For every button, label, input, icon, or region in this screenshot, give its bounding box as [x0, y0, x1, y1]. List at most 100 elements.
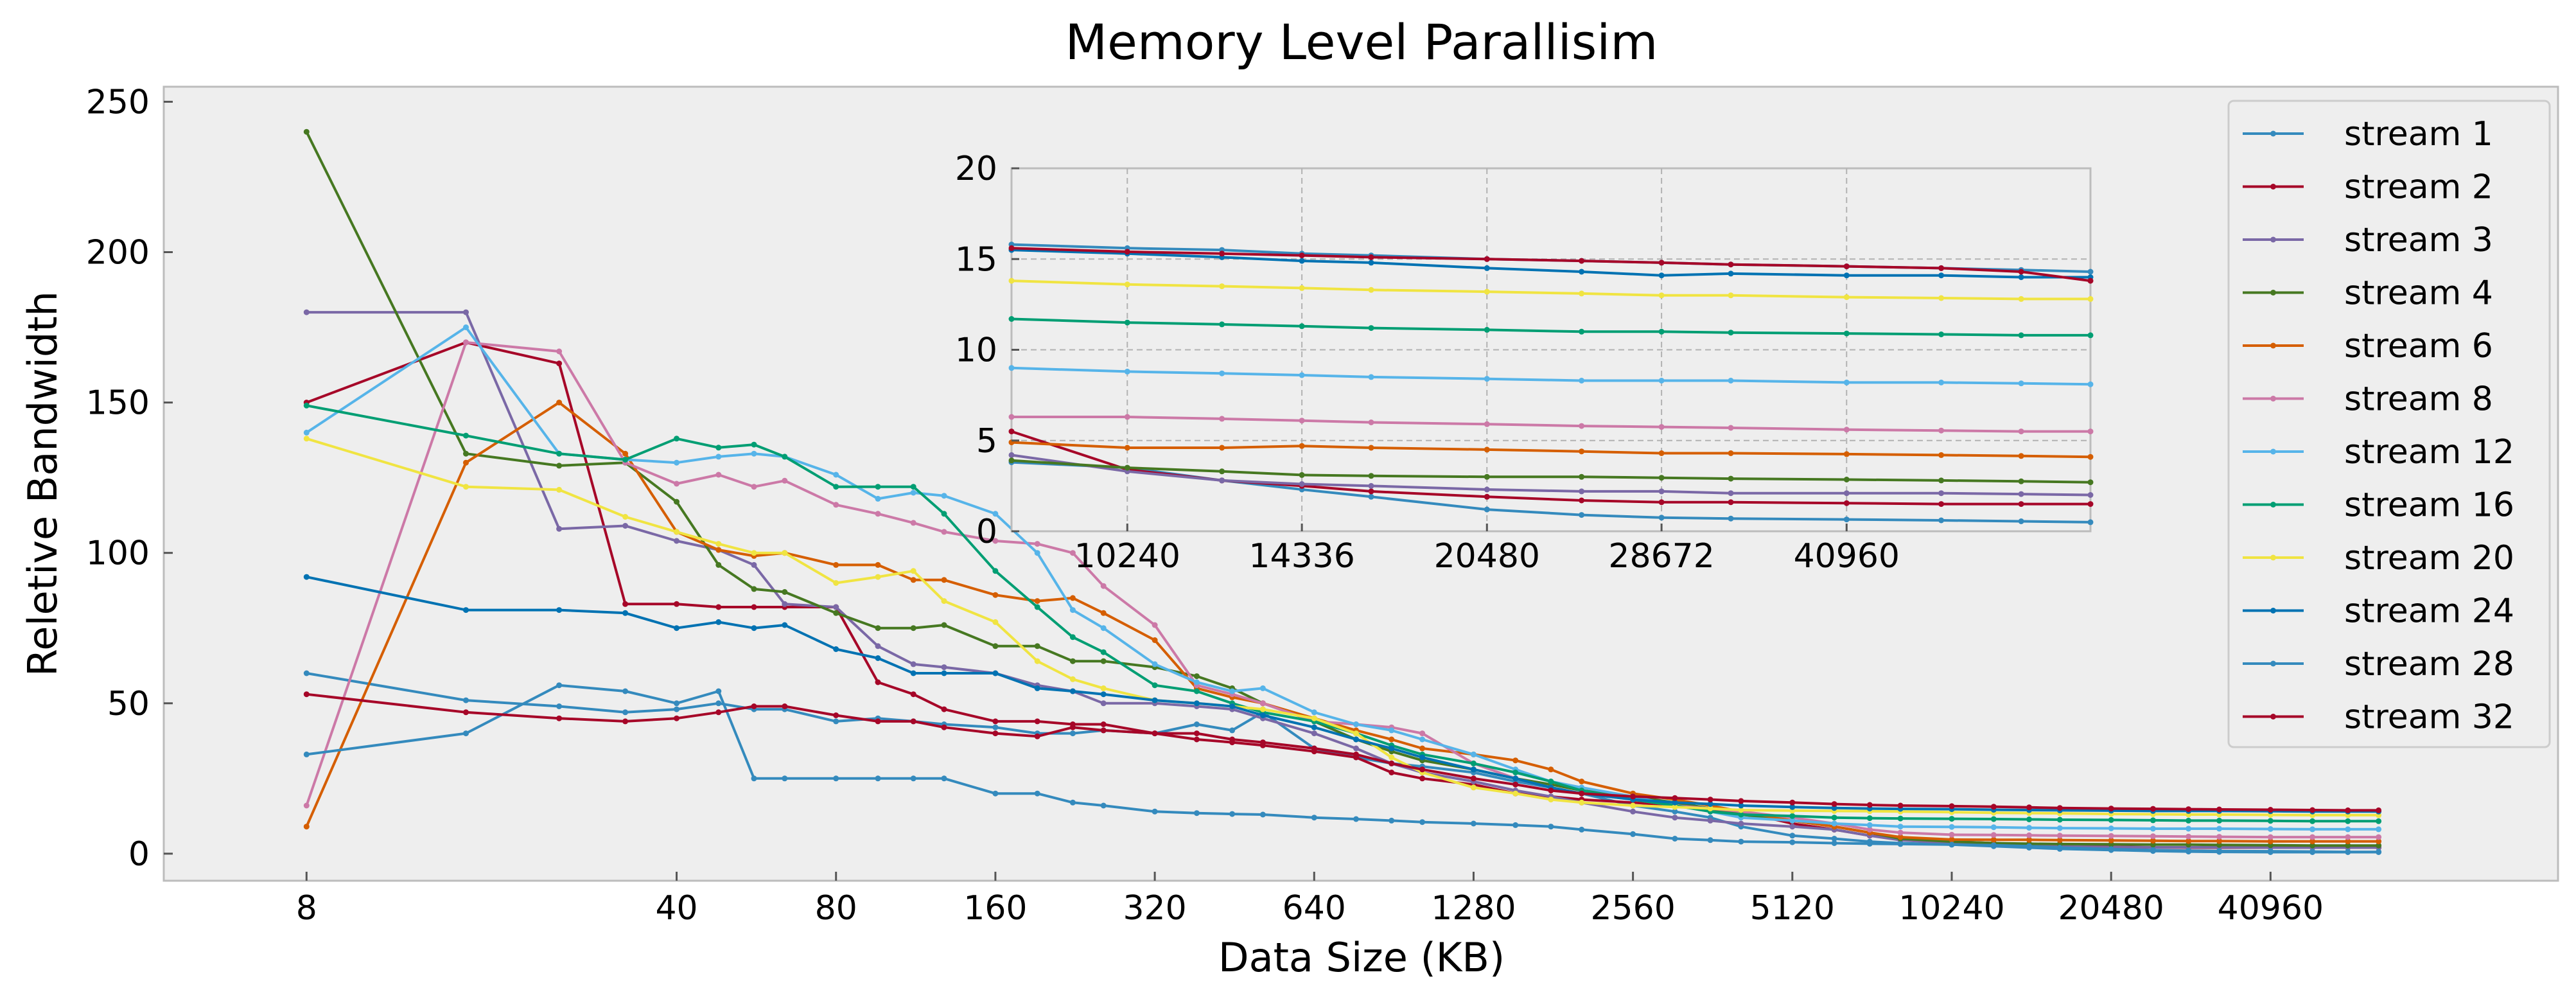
data-point-stream-2: [1419, 775, 1426, 782]
inset-data-point-stream-24: [1728, 270, 1734, 277]
data-point-stream-16: [1470, 760, 1476, 766]
data-point-stream-1: [556, 703, 563, 709]
data-point-stream-16: [833, 484, 839, 490]
data-point-stream-8: [1990, 832, 1997, 838]
data-point-stream-6: [1100, 610, 1107, 616]
data-point-stream-4: [1100, 658, 1107, 664]
data-point-stream-16: [2216, 817, 2222, 824]
data-point-stream-6: [1419, 745, 1426, 752]
inset-data-point-stream-8: [1484, 421, 1490, 427]
inset-data-point-stream-6: [1368, 445, 1374, 451]
data-point-stream-20: [556, 486, 563, 493]
data-point-stream-1: [1672, 808, 1678, 815]
data-point-stream-3: [674, 538, 679, 544]
data-point-stream-16: [1193, 688, 1200, 694]
data-point-stream-32: [751, 703, 757, 709]
inset-data-point-stream-20: [1008, 278, 1015, 284]
inset-data-point-stream-6: [1484, 446, 1490, 453]
data-point-stream-6: [941, 577, 947, 583]
data-point-stream-8: [751, 484, 757, 490]
data-point-stream-28: [1470, 820, 1476, 827]
data-point-stream-16: [1738, 811, 1744, 818]
inset-data-point-stream-24: [1484, 265, 1490, 271]
data-point-stream-3: [782, 601, 788, 607]
inset-data-point-stream-20: [1484, 288, 1490, 295]
data-point-stream-24: [715, 619, 722, 625]
data-point-stream-12: [1069, 607, 1076, 613]
data-point-stream-4: [463, 450, 469, 457]
data-point-stream-16: [2056, 816, 2063, 823]
x-tick-label: 160: [963, 889, 1027, 928]
data-point-stream-16: [715, 445, 722, 451]
inset-data-point-stream-6: [1843, 451, 1850, 457]
x-tick-label: 640: [1283, 889, 1346, 928]
data-point-stream-3: [1630, 808, 1636, 815]
data-point-stream-20: [782, 550, 788, 556]
data-point-stream-2: [875, 679, 881, 685]
inset-data-point-stream-8: [1843, 427, 1850, 433]
data-point-stream-32: [1152, 730, 1158, 737]
data-point-stream-20: [910, 568, 916, 574]
data-point-stream-4: [2309, 842, 2316, 849]
data-point-stream-16: [1789, 813, 1796, 819]
legend-marker-stream-24: [2270, 608, 2276, 613]
legend-label-stream-1: stream 1: [2344, 115, 2493, 154]
inset-data-point-stream-2: [1484, 493, 1490, 500]
inset-data-point-stream-12: [1124, 368, 1130, 375]
data-point-stream-12: [1311, 709, 1317, 716]
legend-label-stream-6: stream 6: [2344, 327, 2493, 366]
data-point-stream-12: [2056, 825, 2063, 831]
legend-label-stream-20: stream 20: [2344, 539, 2514, 578]
data-point-stream-20: [1738, 807, 1744, 813]
data-point-stream-12: [2186, 825, 2192, 832]
inset-data-point-stream-6: [1124, 445, 1130, 451]
inset-y-tick-label: 0: [976, 513, 997, 551]
data-point-stream-2: [622, 601, 629, 607]
data-point-stream-8: [303, 802, 310, 809]
data-point-stream-6: [463, 459, 469, 466]
inset-data-point-stream-12: [1843, 379, 1850, 385]
inset-data-point-stream-16: [1843, 330, 1850, 337]
data-point-stream-32: [1579, 790, 1585, 797]
data-point-stream-32: [910, 718, 916, 725]
data-point-stream-16: [875, 484, 881, 490]
inset-data-point-stream-24: [1938, 272, 1945, 279]
data-point-stream-32: [992, 730, 999, 737]
data-point-stream-4: [992, 643, 999, 649]
data-point-stream-20: [1707, 806, 1713, 812]
data-point-stream-28: [751, 775, 757, 782]
data-point-stream-1: [1193, 721, 1200, 727]
data-point-stream-28: [1866, 840, 1873, 847]
data-point-stream-6: [1152, 637, 1158, 643]
data-point-stream-28: [2108, 846, 2114, 852]
inset-data-point-stream-4: [1484, 473, 1490, 480]
legend-marker-stream-20: [2270, 554, 2276, 561]
data-point-stream-4: [751, 586, 757, 592]
data-point-stream-32: [1259, 739, 1266, 746]
data-point-stream-24: [910, 670, 916, 676]
data-point-stream-32: [941, 724, 947, 730]
inset-data-point-stream-3: [1219, 477, 1225, 484]
data-point-stream-32: [1548, 788, 1554, 793]
data-point-stream-8: [1419, 730, 1426, 737]
data-point-stream-12: [303, 429, 310, 436]
data-point-stream-6: [2150, 838, 2156, 844]
data-point-stream-16: [674, 436, 679, 442]
data-point-stream-32: [833, 712, 839, 718]
inset-data-point-stream-3: [1658, 488, 1665, 495]
data-point-stream-16: [992, 568, 999, 574]
inset-data-point-stream-32: [1219, 251, 1225, 257]
inset-data-point-stream-8: [1299, 418, 1305, 424]
inset-data-point-stream-4: [1299, 472, 1305, 478]
data-point-stream-24: [833, 646, 839, 652]
inset-data-point-stream-16: [1658, 328, 1665, 335]
data-point-stream-16: [2309, 818, 2316, 824]
series-line-stream-20: [306, 437, 2379, 816]
data-point-stream-32: [1389, 760, 1395, 766]
data-point-stream-32: [1100, 727, 1107, 734]
data-point-stream-12: [875, 495, 881, 502]
inset-axes: 10240 14336 20480 28672 40960 0 5 10 15 20: [955, 150, 1900, 576]
data-point-stream-6: [1548, 766, 1554, 773]
data-point-stream-24: [1353, 736, 1359, 743]
data-point-stream-20: [1100, 685, 1107, 691]
